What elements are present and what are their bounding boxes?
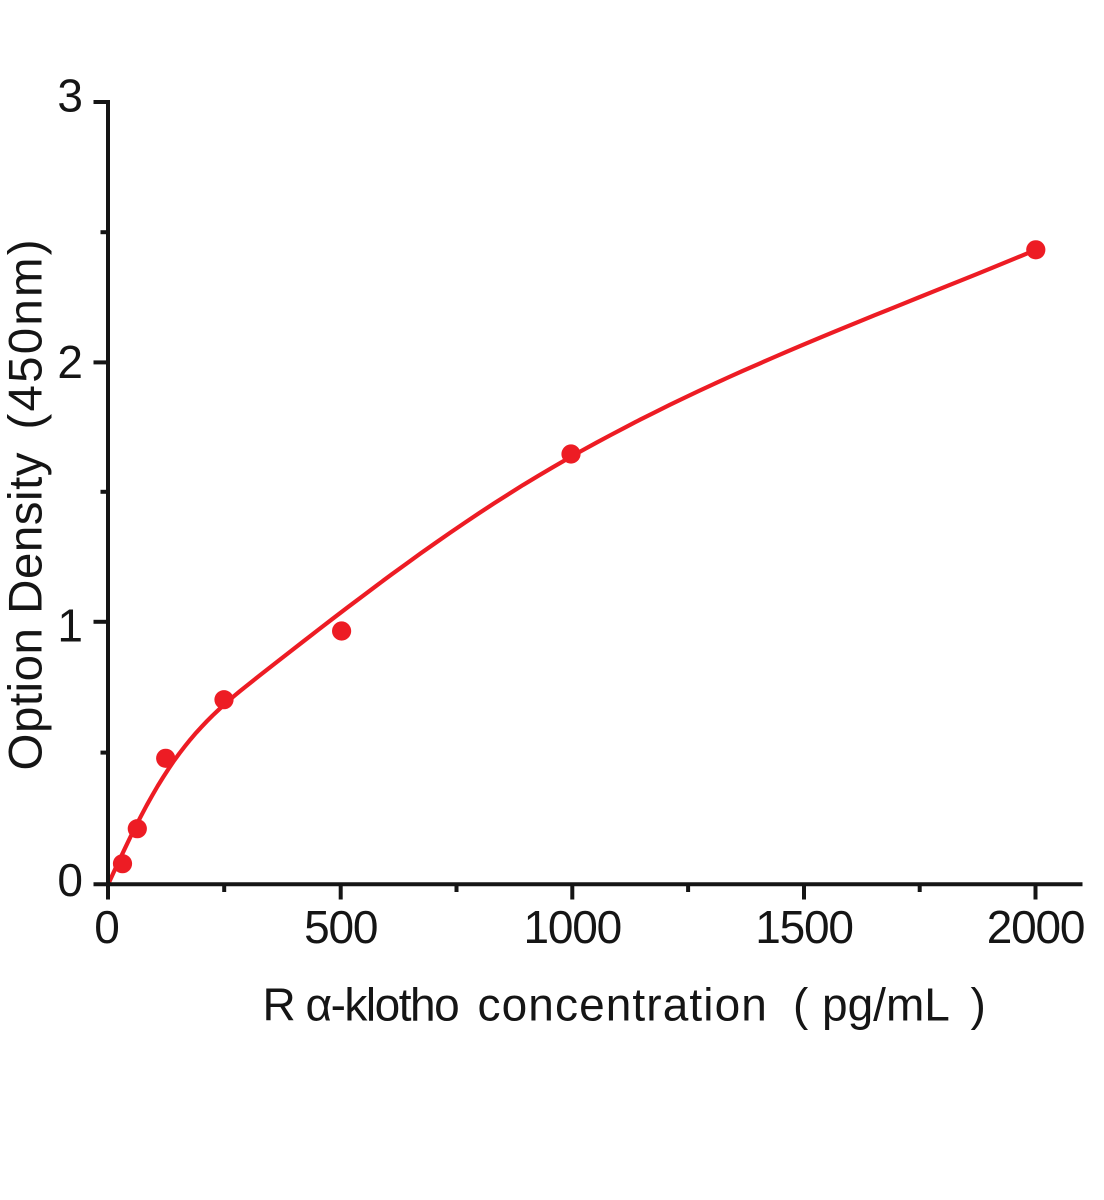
svg-text:1500: 1500 (755, 901, 853, 953)
svg-text:500: 500 (304, 901, 377, 953)
svg-text:0: 0 (94, 901, 120, 953)
svg-text:1000: 1000 (524, 901, 622, 953)
svg-text:2000: 2000 (987, 901, 1085, 953)
svg-text:Option Density(450nm): Option Density(450nm) (0, 237, 53, 770)
svg-text:2: 2 (57, 336, 83, 388)
svg-text:3: 3 (57, 70, 83, 122)
svg-text:0: 0 (57, 854, 83, 906)
svg-text:1: 1 (57, 599, 83, 651)
